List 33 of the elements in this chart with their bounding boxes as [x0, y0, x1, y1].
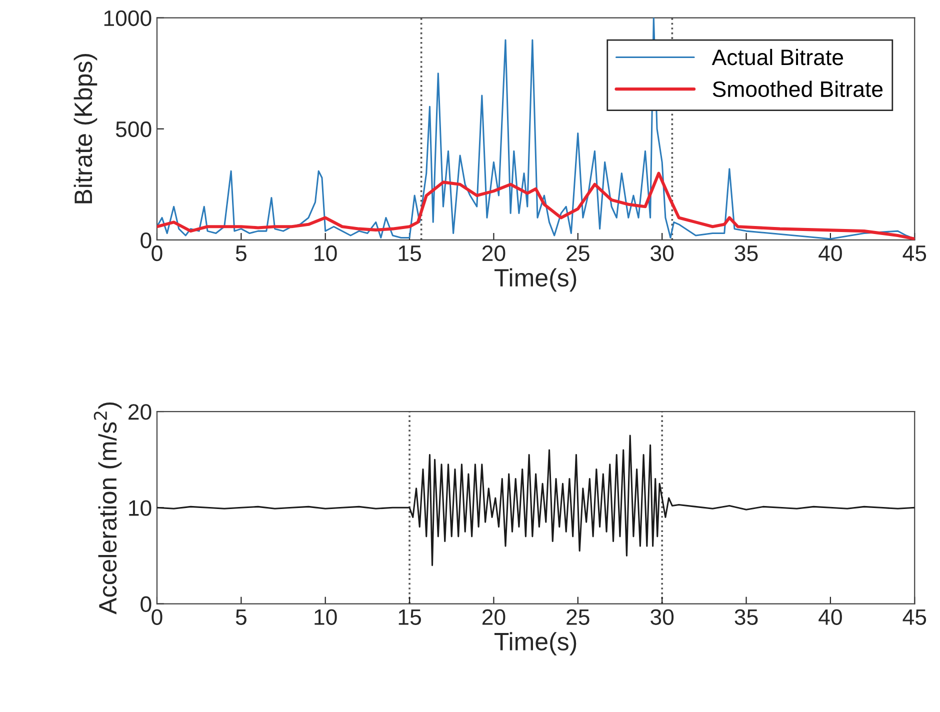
x-tick-label: 10	[314, 245, 337, 262]
x-axis-title: Time(s)	[494, 632, 576, 656]
x-tick-label: 35	[734, 245, 758, 262]
x-tick-label: 20	[482, 245, 506, 262]
y-tick-label: 500	[116, 121, 152, 138]
y-tick-label: 0	[140, 232, 152, 248]
y-axis-title: Acceleration (m/s$^{2}$)	[94, 402, 122, 614]
x-tick-label: 0	[152, 245, 162, 262]
x-tick-label: 25	[566, 609, 590, 625]
x-tick-label: 5	[236, 246, 246, 262]
x-tick-label: 25	[566, 245, 590, 262]
x-tick-label: 30	[650, 245, 674, 262]
x-tick-label: 10	[314, 609, 337, 625]
y-tick-label: 0	[140, 596, 152, 612]
x-tick-label: 30	[650, 609, 674, 625]
y-tick-label: 1000	[104, 10, 152, 26]
x-tick-label: 40	[818, 609, 842, 625]
x-tick-label: 20	[482, 609, 506, 625]
x-tick-label: 15	[398, 609, 421, 625]
legend-label: Smoothed Bitrate	[712, 80, 883, 98]
y-tick-label: 10	[129, 500, 152, 516]
y-tick-label: 20	[128, 404, 152, 420]
x-tick-label: 5	[236, 609, 246, 625]
legend-label: Actual Bitrate	[712, 48, 843, 66]
x-tick-label: 0	[152, 609, 162, 625]
x-tick-label: 35	[734, 609, 758, 625]
x-tick-label: 45	[902, 609, 926, 625]
x-tick-label: 45	[902, 246, 926, 262]
y-axis-title: Bitrate (Kbps)	[74, 54, 98, 204]
line-series	[156, 434, 915, 566]
x-tick-label: 15	[398, 246, 421, 262]
x-axis-title: Time(s)	[494, 268, 576, 292]
x-tick-label: 40	[818, 245, 842, 262]
